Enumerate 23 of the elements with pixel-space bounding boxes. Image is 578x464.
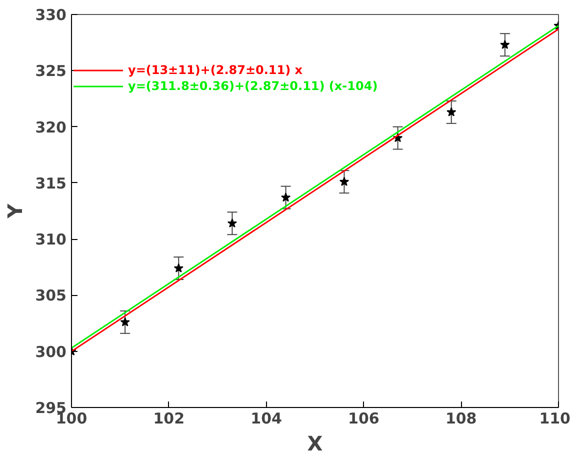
point (120, 317, 130, 326)
point (446, 107, 456, 116)
y-tick-label: 315 (35, 174, 66, 192)
x-tick-label: 108 (445, 410, 477, 428)
x-tick-label: 110 (539, 410, 570, 428)
point (227, 218, 237, 228)
y-tick-label: 305 (35, 286, 66, 305)
x-tick-label: 106 (348, 410, 380, 428)
y-tick-label: 325 (35, 62, 66, 80)
point (500, 40, 510, 49)
y-axis-title: Y (3, 203, 28, 220)
y-tick-label: 310 (35, 230, 66, 249)
x-axis-title: X (307, 432, 324, 456)
point (339, 176, 349, 186)
legend-label: y=(13±11)+(2.87±0.11) x (128, 63, 303, 77)
y-tick-label: 330 (35, 6, 66, 24)
x-tick-label: 104 (250, 410, 282, 428)
y-tick-label: 320 (35, 118, 66, 136)
legend-label: y=(311.8±0.36)+(2.87±0.11) (x-104) (128, 79, 378, 93)
x-tick-label: 102 (153, 410, 185, 428)
point (281, 192, 291, 202)
y-tick-label: 300 (35, 342, 66, 361)
point (174, 263, 184, 272)
